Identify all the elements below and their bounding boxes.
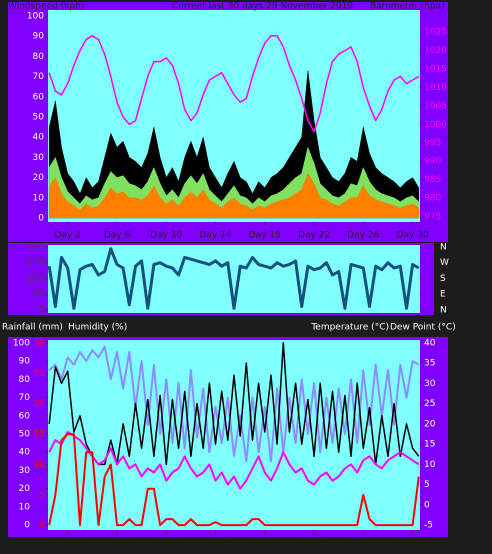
y-tick-label: 360 — [27, 242, 44, 252]
line — [48, 342, 420, 466]
y-tick-label: 100 — [13, 338, 30, 348]
x-tick-label: Day 6 — [104, 231, 131, 241]
x-tick-label: Day 14 — [199, 539, 231, 549]
x-tick-label: Day 6 — [104, 539, 131, 549]
y2-tick-label: W — [440, 258, 449, 268]
axis-label: Dew Point (°C) — [390, 323, 456, 333]
line — [48, 35, 420, 133]
y2-tick-label: 1020 — [424, 46, 447, 56]
y-tick-label: 10 — [33, 193, 45, 203]
y2-tick-label: 1005 — [424, 101, 447, 111]
line — [47, 247, 420, 310]
axis-label: Temperature (°C) — [310, 323, 389, 333]
y2-tick-label: 1025 — [424, 28, 447, 38]
y3-tick-label: 5 — [39, 490, 45, 500]
y2-tick-label: -5 — [424, 521, 433, 531]
axis-label: Humidity (%) — [68, 323, 127, 333]
axis-label: Rainfall (mm) — [2, 323, 63, 333]
x-tick-label: Day 2 — [55, 539, 81, 549]
y-tick-label: 60 — [19, 411, 31, 421]
y2-tick-label: 40 — [424, 338, 436, 348]
area — [48, 70, 420, 219]
y-tick-label: 60 — [33, 92, 45, 102]
y-tick-label: 90 — [33, 32, 45, 42]
y3-tick-label: 10 — [34, 460, 46, 470]
line — [48, 345, 420, 463]
x-tick-label: Day 18 — [249, 539, 281, 549]
x-tick-label: Day 22 — [298, 231, 330, 241]
y-tick-label: 180 — [27, 274, 44, 284]
y2-tick-label: 15 — [424, 440, 435, 450]
y-tick-label: 50 — [33, 113, 45, 123]
x-tick-label: Day 10 — [150, 231, 182, 241]
y-tick-label: 30 — [19, 466, 31, 476]
y-tick-label: 50 — [19, 429, 31, 439]
y2-tick-label: N — [440, 242, 447, 252]
y2-tick-label: 1015 — [424, 64, 447, 74]
area — [48, 172, 420, 219]
y-tick-label: 270 — [27, 258, 44, 268]
line — [48, 431, 420, 490]
y-tick-label: 20 — [33, 173, 45, 183]
y2-tick-label: 995 — [424, 138, 441, 148]
y2-axis-label: Barometer (hpa) — [370, 2, 445, 12]
x-tick-label: Day 18 — [249, 231, 281, 241]
y2-tick-label: 30 — [424, 379, 436, 389]
x-tick-label: Day 10 — [150, 539, 182, 549]
x-tick-label: Day 26 — [347, 539, 379, 549]
y2-tick-label: 1010 — [424, 83, 447, 93]
x-tick-label: Day 30 — [397, 539, 429, 549]
y3-tick-label: 25 — [34, 369, 45, 379]
y3-tick-label: 20 — [34, 399, 46, 409]
chart-title: Current last 30 days 29 November 2019 — [172, 2, 353, 12]
y-tick-label: 70 — [33, 72, 45, 82]
y-axis-label: Windspeed (kph) — [8, 2, 84, 12]
y2-tick-label: 35 — [424, 359, 435, 369]
y-tick-label: 10 — [19, 502, 31, 512]
y-tick-label: 0 — [38, 213, 44, 223]
y-tick-label: 40 — [19, 448, 31, 458]
y2-tick-label: 980 — [424, 194, 441, 204]
y2-tick-label: 25 — [424, 399, 435, 409]
y-tick-label: 100 — [27, 12, 44, 22]
y2-tick-label: S — [440, 274, 446, 284]
y-tick-label: 30 — [33, 153, 45, 163]
y-tick-label: 70 — [19, 393, 31, 403]
y2-tick-label: N — [440, 306, 447, 316]
y2-tick-label: 990 — [424, 157, 441, 167]
y2-tick-label: 985 — [424, 175, 441, 185]
y3-tick-label: 0 — [39, 521, 45, 531]
x-tick-label: Day 22 — [298, 539, 330, 549]
y2-tick-label: 20 — [424, 419, 436, 429]
y3-tick-label: 15 — [34, 430, 45, 440]
y-tick-label: 40 — [33, 133, 45, 143]
x-tick-label: Day 14 — [199, 231, 231, 241]
y-tick-label: 0 — [38, 306, 44, 316]
y2-tick-label: E — [440, 290, 446, 300]
y-tick-label: 80 — [33, 52, 45, 62]
y-tick-label: 90 — [19, 357, 31, 367]
y-tick-label: 80 — [19, 375, 31, 385]
y2-tick-label: 1000 — [424, 120, 447, 130]
y3-tick-label: 30 — [34, 339, 46, 349]
y2-tick-label: 975 — [424, 212, 441, 222]
x-tick-label: Day 26 — [347, 231, 379, 241]
x-tick-label: Day 2 — [55, 231, 81, 241]
y2-tick-label: 10 — [424, 460, 436, 470]
y-tick-label: 90 — [33, 290, 45, 300]
y-tick-label: 0 — [24, 521, 30, 531]
y2-tick-label: 5 — [424, 480, 430, 490]
line — [48, 433, 420, 527]
x-tick-label: Day 30 — [397, 231, 429, 241]
y-tick-label: 20 — [19, 484, 31, 494]
y2-tick-label: 0 — [424, 500, 430, 510]
